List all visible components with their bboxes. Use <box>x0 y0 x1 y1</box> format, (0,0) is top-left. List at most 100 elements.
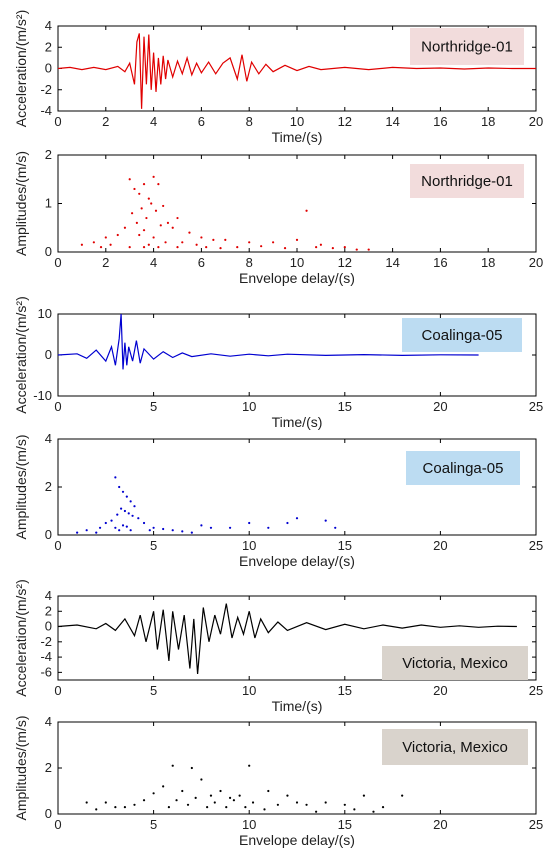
data-point <box>109 243 112 246</box>
data-point <box>181 530 184 533</box>
data-point <box>142 246 146 249</box>
x-tick-label: 20 <box>433 538 447 553</box>
data-point <box>305 209 308 212</box>
data-point <box>119 507 123 510</box>
panel-p4: 0 5 10 15 20 25 0 2 4 Coalinga-05 Envelope delay/(… <box>13 431 543 569</box>
y-tick-label: 10 <box>38 306 52 321</box>
x-tick-label: 25 <box>529 683 543 698</box>
data-point <box>121 490 125 493</box>
panel-p3: 0 5 10 15 20 25-10010Coalinga-05Time/(s)Accel… <box>13 296 543 430</box>
x-tick-label: 14 <box>385 114 399 129</box>
panel-p6: 0 5 10 15 20 25 0 2 4 Victoria, Mexico Envelope de… <box>13 714 543 848</box>
y-axis-label: Amplitudes/(m/s) <box>13 434 29 539</box>
annotation-label: Victoria, Mexico <box>402 655 508 672</box>
x-axis-label: Time/(s) <box>272 414 323 430</box>
data-point <box>276 803 279 806</box>
annotation-label: Northridge-01 <box>421 173 513 190</box>
data-point <box>267 526 270 529</box>
data-point <box>116 233 119 237</box>
data-point <box>171 529 174 532</box>
y-tick-label: -2 <box>40 634 52 649</box>
y-tick-label: 4 <box>45 588 52 603</box>
data-point <box>286 521 289 525</box>
data-point <box>128 178 131 181</box>
x-tick-label: 5 <box>150 399 157 414</box>
y-tick-label: -4 <box>40 649 52 664</box>
data-point <box>200 778 203 781</box>
data-point <box>145 216 148 220</box>
data-point <box>135 221 138 224</box>
x-axis-label: Envelope delay/(s) <box>239 553 355 569</box>
data-point <box>224 238 227 241</box>
data-point <box>190 531 193 534</box>
y-axis-label: Acceleration/(m/s²) <box>13 579 29 696</box>
data-point <box>114 476 117 479</box>
data-point <box>133 187 136 191</box>
data-point <box>194 796 197 800</box>
data-point <box>166 221 170 224</box>
data-point <box>315 810 318 813</box>
data-point <box>248 764 251 767</box>
y-axis-label: Acceleration/(m/s²) <box>13 10 29 127</box>
y-axis-label: Amplitudes/(m/s) <box>13 715 29 820</box>
x-tick-label: 20 <box>529 255 543 270</box>
data-point <box>162 785 165 788</box>
annotation-box <box>410 164 524 198</box>
data-point <box>225 806 228 809</box>
data-point <box>104 801 107 804</box>
data-point <box>157 246 160 249</box>
x-tick-label: 10 <box>242 538 256 553</box>
data-point <box>142 229 146 232</box>
y-tick-label: 0 <box>45 347 52 362</box>
y-tick-label: 0 <box>45 527 52 542</box>
x-tick-label: 20 <box>433 683 447 698</box>
x-axis-label: Envelope delay/(s) <box>239 832 355 848</box>
data-point <box>85 801 88 804</box>
x-tick-label: 0 <box>54 255 61 270</box>
annotation-box <box>402 318 522 352</box>
data-point <box>152 526 155 529</box>
y-tick-label: -10 <box>33 388 52 403</box>
y-tick-label: 2 <box>45 603 52 618</box>
data-point <box>142 183 146 186</box>
data-point <box>283 247 287 250</box>
y-tick-label: 1 <box>45 196 52 211</box>
y-tick-label: -6 <box>40 664 52 679</box>
data-point <box>305 803 308 806</box>
y-tick-label: 0 <box>45 61 52 76</box>
data-point <box>147 197 150 200</box>
data-point <box>98 526 102 529</box>
data-point <box>200 524 203 527</box>
data-point <box>164 241 167 244</box>
data-point <box>355 248 358 251</box>
data-point <box>95 808 98 811</box>
y-tick-label: 0 <box>45 244 52 259</box>
data-point <box>159 224 162 227</box>
data-point <box>121 524 125 527</box>
x-tick-label: 12 <box>338 114 352 129</box>
data-point <box>272 241 275 244</box>
data-point <box>130 212 134 215</box>
data-point <box>150 202 153 205</box>
data-point <box>76 531 79 534</box>
x-axis-label: Envelope delay/(s) <box>239 270 355 286</box>
data-point <box>209 526 213 529</box>
series-line <box>57 313 479 370</box>
data-point <box>401 794 404 797</box>
data-point <box>267 789 270 793</box>
data-point <box>324 519 327 522</box>
x-axis-label: Time/(s) <box>272 129 323 145</box>
data-point <box>128 246 131 249</box>
x-axis-label: Time/(s) <box>272 698 323 714</box>
data-point <box>343 246 346 249</box>
data-point <box>85 529 88 532</box>
data-point <box>138 233 141 237</box>
data-point <box>353 808 356 811</box>
x-tick-label: 10 <box>290 255 304 270</box>
data-point <box>114 806 117 809</box>
data-point <box>137 517 140 520</box>
y-tick-label: -4 <box>40 103 52 118</box>
data-point <box>92 241 95 244</box>
annotation-box <box>382 646 528 680</box>
